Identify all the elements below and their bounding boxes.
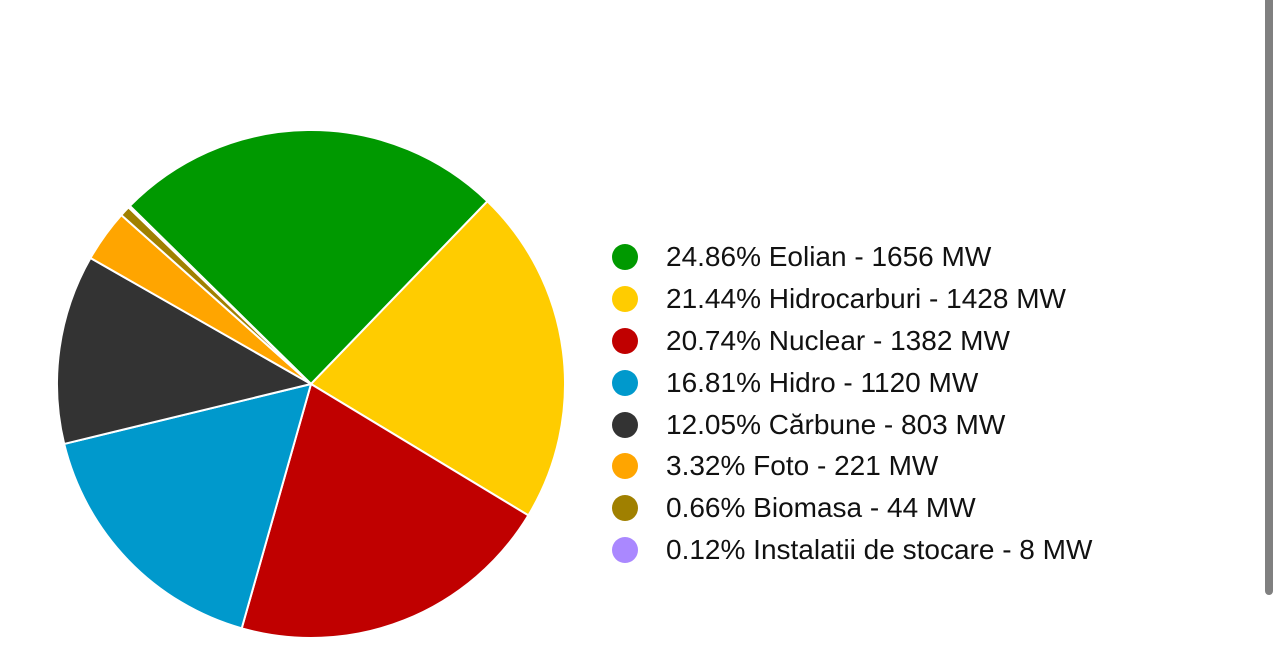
vertical-scrollbar[interactable] <box>1265 0 1273 595</box>
legend-item[interactable]: 0.12% Instalatii de stocare - 8 MW <box>612 529 1092 571</box>
legend-label: 21.44% Hidrocarburi - 1428 MW <box>666 282 1066 314</box>
legend: 24.86% Eolian - 1656 MW 21.44% Hidrocarbu… <box>612 236 1092 571</box>
legend-label: 0.12% Instalatii de stocare - 8 MW <box>666 534 1093 566</box>
pie-slice-hidrocarburi[interactable] <box>309 199 566 517</box>
legend-item[interactable]: 12.05% Cărbune - 803 MW <box>612 404 1092 446</box>
legend-item[interactable]: 3.32% Foto - 221 MW <box>612 445 1092 487</box>
legend-label: 16.81% Hidro - 1120 MW <box>666 366 979 398</box>
pie-slice-nuclear[interactable] <box>240 382 530 639</box>
pie-chart <box>56 129 566 639</box>
legend-item[interactable]: 20.74% Nuclear - 1382 MW <box>612 320 1092 362</box>
pie-slice-c-rbune[interactable] <box>56 256 314 446</box>
legend-item[interactable]: 16.81% Hidro - 1120 MW <box>612 362 1092 404</box>
legend-label: 20.74% Nuclear - 1382 MW <box>666 324 1010 356</box>
legend-color-dot <box>612 537 638 564</box>
pie-slice-instalatii-de-stocare[interactable] <box>127 204 312 385</box>
pie-slice-hidro[interactable] <box>62 382 313 630</box>
legend-label: 0.66% Biomasa - 44 MW <box>666 492 976 524</box>
legend-color-dot <box>612 369 638 396</box>
legend-color-dot <box>612 411 638 438</box>
legend-color-dot <box>612 243 638 270</box>
legend-label: 3.32% Foto - 221 MW <box>666 450 939 482</box>
legend-item[interactable]: 0.66% Biomasa - 44 MW <box>612 487 1092 529</box>
legend-color-dot <box>612 285 638 312</box>
legend-item[interactable]: 24.86% Eolian - 1656 MW <box>612 236 1092 278</box>
legend-item[interactable]: 21.44% Hidrocarburi - 1428 MW <box>612 278 1092 320</box>
legend-color-dot <box>612 453 638 480</box>
pie-slice-eolian[interactable] <box>128 129 489 386</box>
legend-color-dot <box>612 327 638 354</box>
legend-label: 12.05% Cărbune - 803 MW <box>666 408 1006 440</box>
legend-label: 24.86% Eolian - 1656 MW <box>666 240 992 272</box>
legend-color-dot <box>612 495 638 522</box>
